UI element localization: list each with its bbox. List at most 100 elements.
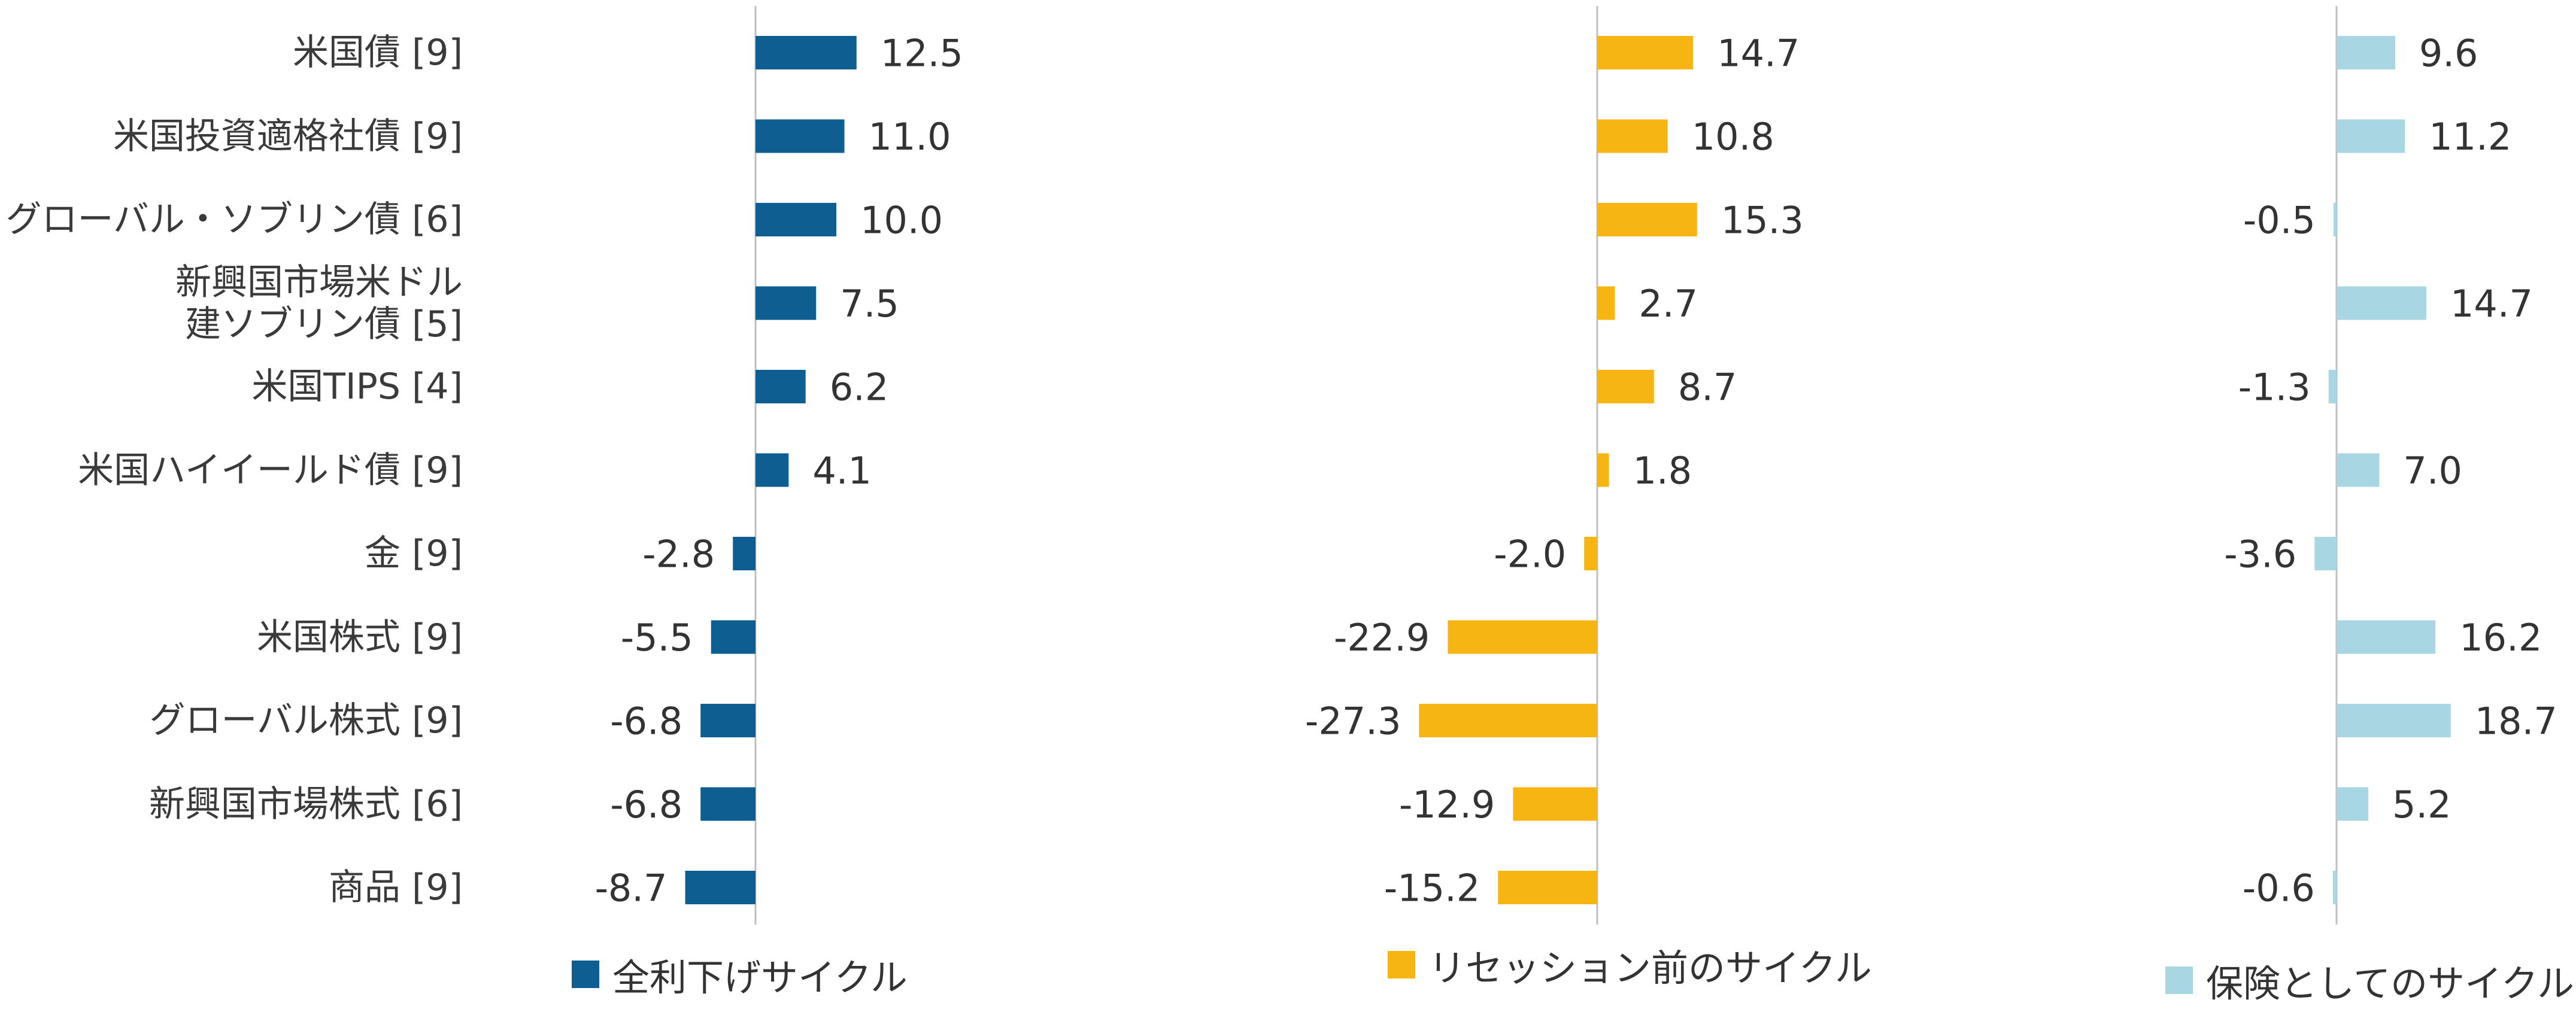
category-label: 米国ハイイールド債 [9] [78,449,463,491]
data-label: 11.0 [869,115,951,159]
category-label: 米国投資適格社債 [9] [113,116,463,157]
bar [2337,119,2405,153]
data-label: -6.8 [610,699,682,743]
bar [755,453,789,487]
data-label: 18.7 [2475,699,2557,743]
data-label: 6.2 [830,365,889,409]
data-label: 7.5 [840,282,899,326]
data-label: -6.8 [610,783,682,826]
data-label: -0.6 [2243,866,2315,910]
bar [755,36,857,69]
bar [2337,286,2426,320]
bar [2314,537,2337,570]
category-label-line: 米国債 [9] [292,32,463,74]
bar [2337,620,2436,654]
data-label: 5.2 [2392,783,2451,826]
bar [685,871,755,904]
category-label: 新興国市場株式 [6] [149,783,463,825]
bar [700,704,755,737]
data-label: 9.6 [2419,31,2478,75]
data-label: 10.0 [860,198,943,242]
bar [700,787,755,821]
data-label: -22.9 [1334,616,1430,660]
data-label: 11.2 [2429,115,2511,159]
legend-item-insurance: 保険としてのサイクル [2165,953,2574,1007]
data-label: 16.2 [2459,616,2542,660]
category-label: グローバル株式 [9] [150,700,463,741]
category-label: 米国株式 [9] [257,616,463,658]
category-label-line: グローバル・ソブリン債 [6] [5,199,463,241]
data-label: -1.3 [2238,365,2311,409]
bar [1584,537,1597,570]
data-label: 15.3 [1721,198,1804,242]
category-label-line: 金 [9] [364,533,463,575]
data-label: -5.5 [621,616,693,660]
category-label-line: 米国投資適格社債 [9] [113,115,463,157]
bar [2337,453,2380,487]
data-label: 14.7 [1717,31,1800,75]
legend-swatch [572,961,599,988]
bar [755,203,836,236]
legend-label: 保険としてのサイクル [2206,962,2575,1005]
legend-swatch [1388,951,1415,978]
data-label: -27.3 [1305,699,1401,743]
category-label-line: 建ソブリン債 [5] [184,303,463,345]
category-label: 金 [9] [365,533,463,575]
data-label: 7.0 [2403,449,2462,493]
bar [1597,453,1609,487]
bar [2337,704,2451,737]
category-label-line: 新興国市場米ドル [175,261,463,303]
bar [2333,203,2337,236]
category-label: 米国TIPS [4] [251,366,463,408]
category-label-line: 米国TIPS [4] [251,366,463,408]
bar [733,537,755,570]
data-label: -2.0 [1494,532,1566,576]
bar [1513,787,1597,821]
category-label: 商品 [9] [329,867,463,908]
bar [755,286,817,320]
data-label: -2.8 [642,532,715,576]
data-label: -15.2 [1384,866,1480,910]
data-label: -0.5 [2243,198,2316,242]
legend-item-pre-recession: リセッション前のサイクル [1388,938,1872,992]
legend-label: リセッション前のサイクル [1428,946,1872,990]
bar [1597,286,1615,320]
data-label: 10.8 [1692,115,1774,159]
data-label: 4.1 [812,449,872,493]
bar [1597,36,1694,69]
data-label: -8.7 [595,866,667,910]
legend-label: 全利下げサイクル [612,956,908,999]
bar [2337,36,2395,69]
bar [2337,787,2369,821]
data-label: 14.7 [2450,282,2533,326]
data-label: 12.5 [881,31,963,75]
legend-swatch [2165,967,2193,994]
category-label: 新興国市場米ドル 建ソブリン債 [5] [175,262,463,345]
category-label-line: グローバル株式 [9] [149,700,463,741]
bar [1498,871,1597,904]
bar [1597,119,1668,153]
data-label: -12.9 [1399,783,1495,826]
category-label-line: 新興国市場株式 [6] [148,783,463,825]
bar [755,119,845,153]
category-label-line: 商品 [9] [328,867,463,908]
bar [2332,871,2337,904]
data-label: -3.6 [2224,532,2296,576]
bar [755,370,806,403]
bar [2328,370,2337,403]
bar [1419,704,1597,737]
bar [1597,203,1697,236]
category-label-line: 米国ハイイールド債 [9] [78,449,463,491]
bar [1448,620,1597,654]
category-label: グローバル・ソブリン債 [6] [6,199,463,241]
bar [1597,370,1654,403]
data-label: 8.7 [1678,365,1737,409]
category-label-line: 米国株式 [9] [256,616,463,658]
data-label: 1.8 [1633,449,1692,493]
category-label: 米国債 [9] [293,32,463,74]
data-label: 2.7 [1639,282,1698,326]
legend-item-all-cuts: 全利下げサイクル [572,947,908,1001]
bar [711,620,755,654]
